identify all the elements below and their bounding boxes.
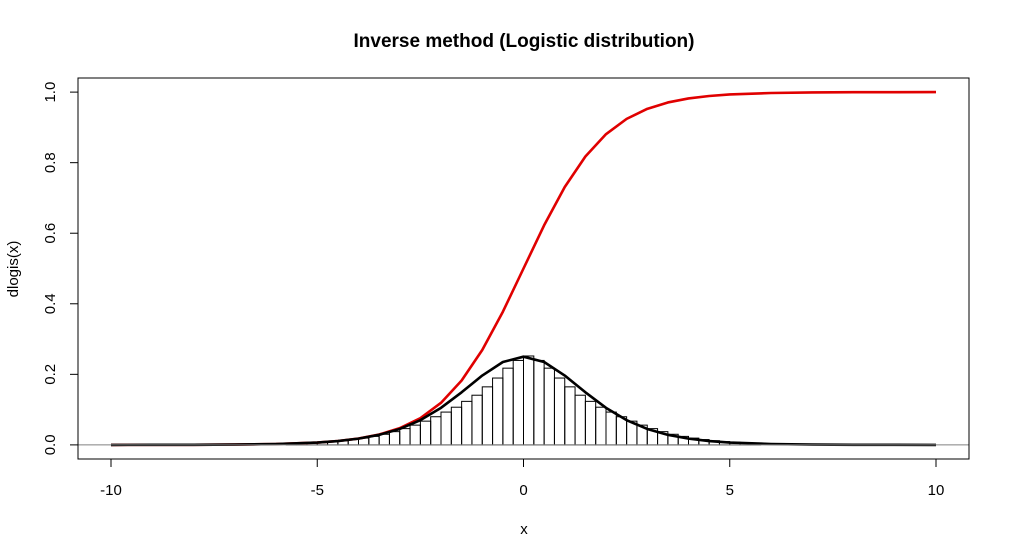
histogram-bar xyxy=(440,411,452,446)
histogram-bar xyxy=(471,394,483,446)
x-tick-label: 10 xyxy=(928,482,945,499)
x-tick-label: -5 xyxy=(311,482,324,499)
histogram-bar xyxy=(399,428,411,446)
histogram-bar xyxy=(574,394,586,446)
y-tick-label: 0.8 xyxy=(42,152,59,173)
y-tick-label: 0.4 xyxy=(42,293,59,314)
y-tick-label: 1.0 xyxy=(42,82,59,103)
histogram-bar xyxy=(543,367,555,446)
histogram-bar xyxy=(388,431,401,446)
histogram-bar xyxy=(502,367,514,446)
histogram-bar xyxy=(584,400,597,446)
histogram-bar xyxy=(512,359,524,446)
histogram-bar xyxy=(378,433,390,446)
histogram-bar xyxy=(523,355,535,446)
histogram-bar xyxy=(595,406,607,446)
histogram-bar xyxy=(419,420,432,446)
histogram-bar xyxy=(461,400,473,446)
series-line xyxy=(110,355,937,447)
x-axis-label: x xyxy=(520,521,528,538)
series-layer xyxy=(110,90,937,447)
histogram-bar xyxy=(605,411,617,446)
x-tick-label: -10 xyxy=(100,482,122,499)
histogram-bar xyxy=(430,416,442,446)
y-tick-label: 0.6 xyxy=(42,223,59,244)
histogram-bar xyxy=(533,359,545,446)
histogram-bar xyxy=(409,424,421,446)
histogram xyxy=(285,355,762,446)
histogram-bar xyxy=(492,377,504,446)
y-tick-label: 0.0 xyxy=(42,434,59,455)
y-axis-label: dlogis(x) xyxy=(5,241,22,298)
histogram-bar xyxy=(615,416,628,446)
histogram-bar xyxy=(450,406,463,446)
histogram-bar xyxy=(553,377,566,446)
chart-title: Inverse method (Logistic distribution) xyxy=(354,31,695,52)
x-tick-label: 0 xyxy=(519,482,527,499)
x-tick-label: 5 xyxy=(726,482,734,499)
y-tick-label: 0.2 xyxy=(42,364,59,385)
histogram-bar xyxy=(481,386,494,446)
axes: -10 -5 0 5 10 0.0 0.2 0.4 0.6 0.8 1.0 xyxy=(42,77,970,499)
histogram-bar xyxy=(564,386,576,446)
